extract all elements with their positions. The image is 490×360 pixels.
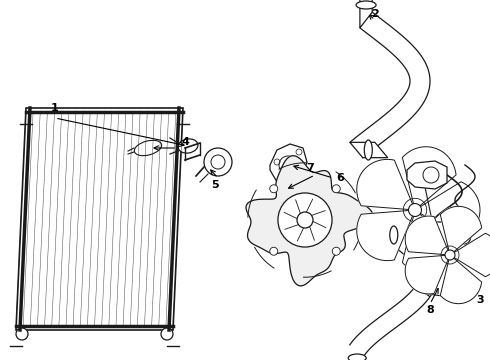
Polygon shape [270,144,307,186]
Polygon shape [450,233,490,277]
FancyBboxPatch shape [415,222,451,248]
Ellipse shape [459,226,471,244]
Text: 3: 3 [476,295,484,305]
Polygon shape [405,255,450,294]
Polygon shape [441,255,482,303]
Circle shape [16,328,28,340]
Ellipse shape [390,226,398,244]
Circle shape [161,328,173,340]
Circle shape [445,250,455,260]
Circle shape [204,148,232,176]
Polygon shape [350,142,388,158]
Text: 8: 8 [426,305,434,315]
Text: 1: 1 [51,103,59,113]
Text: 6: 6 [336,173,344,183]
Ellipse shape [364,140,372,160]
Polygon shape [360,0,372,28]
Circle shape [332,247,340,255]
Polygon shape [350,228,437,355]
Circle shape [332,185,340,193]
Polygon shape [246,156,373,286]
Ellipse shape [356,1,376,9]
Circle shape [409,203,421,216]
Polygon shape [357,159,415,210]
Text: 2: 2 [371,9,379,19]
Circle shape [270,247,278,255]
Polygon shape [441,206,482,255]
Circle shape [270,185,278,193]
Ellipse shape [178,139,198,153]
Ellipse shape [134,140,162,156]
Text: 9: 9 [411,243,419,253]
Polygon shape [402,147,456,210]
Circle shape [297,212,313,228]
Text: 7: 7 [306,163,314,173]
Ellipse shape [348,354,366,360]
Polygon shape [407,161,447,189]
Text: 4: 4 [181,137,189,147]
Polygon shape [350,12,430,158]
Circle shape [278,193,332,247]
Polygon shape [357,210,415,261]
Text: 5: 5 [211,180,219,190]
Polygon shape [415,182,480,238]
Polygon shape [402,210,456,273]
Polygon shape [405,216,450,255]
